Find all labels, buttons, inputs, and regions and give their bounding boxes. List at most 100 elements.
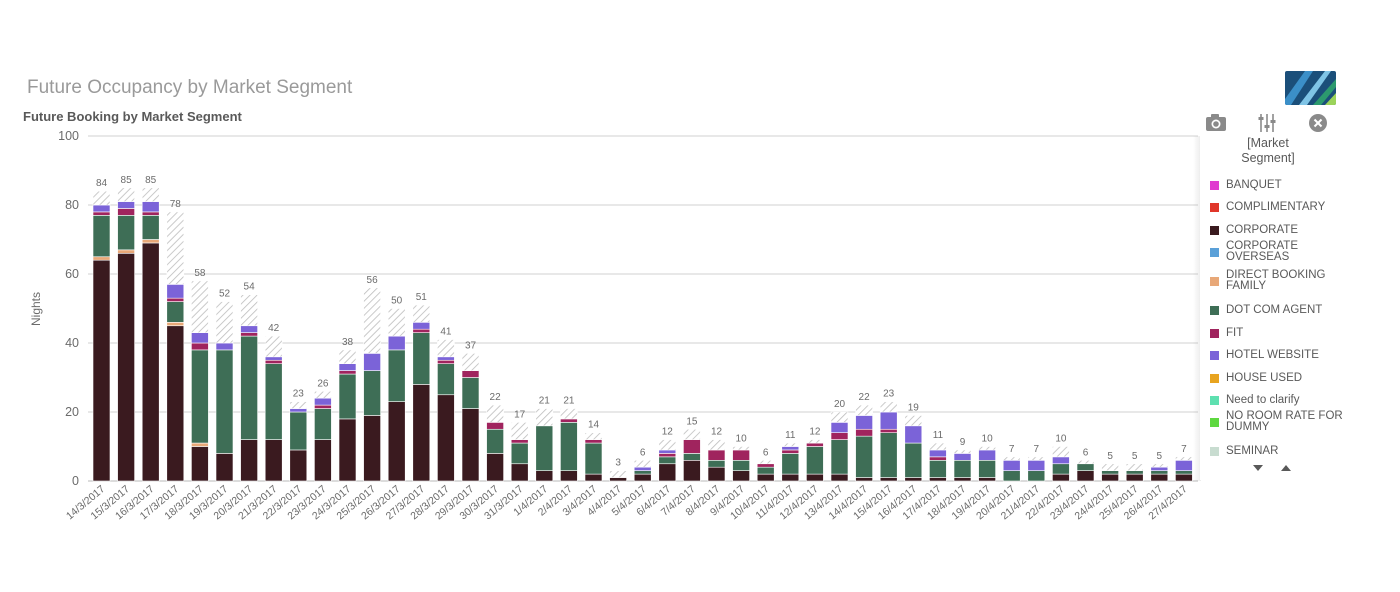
- bar-segment-other[interactable]: [510, 422, 529, 440]
- bar-segment-corporate[interactable]: [191, 446, 209, 482]
- bar-segment-other[interactable]: [1125, 463, 1144, 471]
- bar-segment-other[interactable]: [314, 390, 332, 399]
- bar-segment-hotel-website[interactable]: [1150, 466, 1169, 471]
- legend-item-dot-com-agent[interactable]: DOT COM AGENT: [1210, 299, 1360, 321]
- bar-segment-hotel-website[interactable]: [314, 397, 332, 406]
- bar-segment-corporate[interactable]: [412, 384, 431, 482]
- bar-segment-hotel-website[interactable]: [191, 332, 209, 344]
- bar-segment-fit[interactable]: [314, 404, 332, 409]
- bar-stack[interactable]: [92, 190, 111, 482]
- bar-segment-dot-com-agent[interactable]: [264, 363, 283, 440]
- bar-segment-hotel-website[interactable]: [166, 284, 185, 299]
- bar-segment-other[interactable]: [953, 449, 972, 454]
- bar-stack[interactable]: [1150, 463, 1169, 482]
- bar-stack[interactable]: [756, 459, 775, 482]
- bar-segment-dot-com-agent[interactable]: [461, 377, 480, 409]
- bar-segment-fit[interactable]: [756, 463, 775, 468]
- bar-segment-dot-com-agent[interactable]: [929, 459, 947, 478]
- bar-segment-corporate[interactable]: [732, 470, 750, 482]
- bar-segment-hotel-website[interactable]: [1052, 456, 1070, 465]
- bar-stack[interactable]: [879, 401, 898, 482]
- bar-segment-corporate[interactable]: [387, 401, 406, 482]
- bar-segment-corporate[interactable]: [535, 470, 554, 482]
- bar-segment-dot-com-agent[interactable]: [707, 459, 726, 468]
- bar-segment-other[interactable]: [166, 211, 185, 285]
- bar-segment-dot-com-agent[interactable]: [412, 332, 431, 385]
- bar-stack[interactable]: [584, 432, 603, 482]
- bar-segment-other[interactable]: [929, 442, 947, 451]
- bar-segment-fit[interactable]: [707, 449, 726, 461]
- bar-segment-corporate[interactable]: [363, 415, 381, 482]
- bar-stack[interactable]: [535, 408, 554, 482]
- bar-segment-fit[interactable]: [191, 342, 209, 351]
- bar-segment-other[interactable]: [756, 459, 775, 465]
- bar-segment-dot-com-agent[interactable]: [486, 428, 504, 454]
- bar-segment-corporate[interactable]: [1052, 473, 1070, 482]
- bar-segment-other[interactable]: [264, 335, 283, 358]
- bar-segment-corporate[interactable]: [1125, 473, 1144, 482]
- bar-segment-other[interactable]: [658, 439, 677, 451]
- bar-segment-dot-com-agent[interactable]: [240, 335, 258, 440]
- bar-segment-dot-com-agent[interactable]: [683, 453, 701, 461]
- bar-segment-other[interactable]: [191, 280, 209, 333]
- bar-segment-dot-com-agent[interactable]: [658, 456, 677, 465]
- bar-segment-other[interactable]: [855, 404, 873, 416]
- bar-segment-dot-com-agent[interactable]: [806, 446, 824, 475]
- bar-segment-other[interactable]: [412, 304, 431, 323]
- bar-segment-dot-com-agent[interactable]: [1125, 470, 1144, 475]
- bar-segment-direct-booking-family[interactable]: [92, 256, 111, 261]
- bar-stack[interactable]: [141, 187, 160, 482]
- bar-stack[interactable]: [437, 339, 455, 482]
- bar-segment-hotel-website[interactable]: [658, 449, 677, 454]
- bar-segment-dot-com-agent[interactable]: [166, 301, 185, 323]
- bar-stack[interactable]: [658, 439, 677, 482]
- bar-segment-hotel-website[interactable]: [978, 449, 996, 461]
- bar-segment-fit[interactable]: [781, 449, 800, 454]
- bar-stack[interactable]: [1002, 456, 1021, 482]
- bar-segment-hotel-website[interactable]: [141, 201, 160, 213]
- bar-segment-hotel-website[interactable]: [855, 415, 873, 430]
- bar-segment-fit[interactable]: [510, 439, 529, 444]
- bar-segment-corporate[interactable]: [215, 453, 234, 482]
- bar-segment-other[interactable]: [363, 287, 381, 354]
- bar-stack[interactable]: [215, 301, 234, 482]
- bar-stack[interactable]: [953, 449, 972, 482]
- bar-segment-fit[interactable]: [437, 359, 455, 364]
- legend-item-seminar[interactable]: SEMINAR: [1210, 440, 1360, 462]
- bar-segment-fit[interactable]: [806, 442, 824, 447]
- bar-segment-dot-com-agent[interactable]: [633, 470, 652, 475]
- bar-segment-hotel-website[interactable]: [387, 335, 406, 351]
- bar-segment-corporate[interactable]: [1150, 473, 1169, 482]
- bar-stack[interactable]: [1125, 463, 1144, 482]
- bar-segment-corporate[interactable]: [338, 418, 357, 482]
- bar-stack[interactable]: [904, 415, 923, 482]
- bar-segment-fit[interactable]: [92, 211, 111, 216]
- bar-segment-corporate[interactable]: [978, 477, 996, 482]
- bar-segment-direct-booking-family[interactable]: [191, 442, 209, 447]
- legend-title[interactable]: [Market Segment]: [1200, 136, 1336, 166]
- bar-segment-fit[interactable]: [830, 432, 849, 440]
- bar-segment-fit[interactable]: [658, 453, 677, 458]
- bar-segment-fit[interactable]: [264, 359, 283, 364]
- bar-segment-hotel-website[interactable]: [830, 422, 849, 434]
- bar-segment-fit[interactable]: [338, 370, 357, 375]
- bar-segment-other[interactable]: [978, 446, 996, 451]
- bar-segment-dot-com-agent[interactable]: [363, 370, 381, 416]
- bar-segment-hotel-website[interactable]: [240, 325, 258, 333]
- bar-segment-other[interactable]: [904, 415, 923, 427]
- bar-stack[interactable]: [732, 446, 750, 482]
- legend-item-direct-booking-family[interactable]: DIRECT BOOKING FAMILY: [1210, 269, 1360, 292]
- bar-segment-hotel-website[interactable]: [1175, 459, 1193, 471]
- bar-segment-corporate[interactable]: [1101, 473, 1119, 482]
- bar-segment-other[interactable]: [1002, 456, 1021, 461]
- bar-segment-dot-com-agent[interactable]: [953, 459, 972, 478]
- bar-segment-dot-com-agent[interactable]: [1101, 470, 1119, 475]
- bar-stack[interactable]: [1101, 463, 1119, 482]
- bar-segment-hotel-website[interactable]: [289, 408, 308, 413]
- bar-segment-dot-com-agent[interactable]: [1052, 463, 1070, 475]
- bar-segment-hotel-website[interactable]: [412, 321, 431, 330]
- legend-item-need-to-clarify[interactable]: Need to clarify: [1210, 389, 1360, 411]
- bar-stack[interactable]: [289, 401, 308, 482]
- bar-stack[interactable]: [363, 287, 381, 482]
- bar-segment-dot-com-agent[interactable]: [855, 435, 873, 478]
